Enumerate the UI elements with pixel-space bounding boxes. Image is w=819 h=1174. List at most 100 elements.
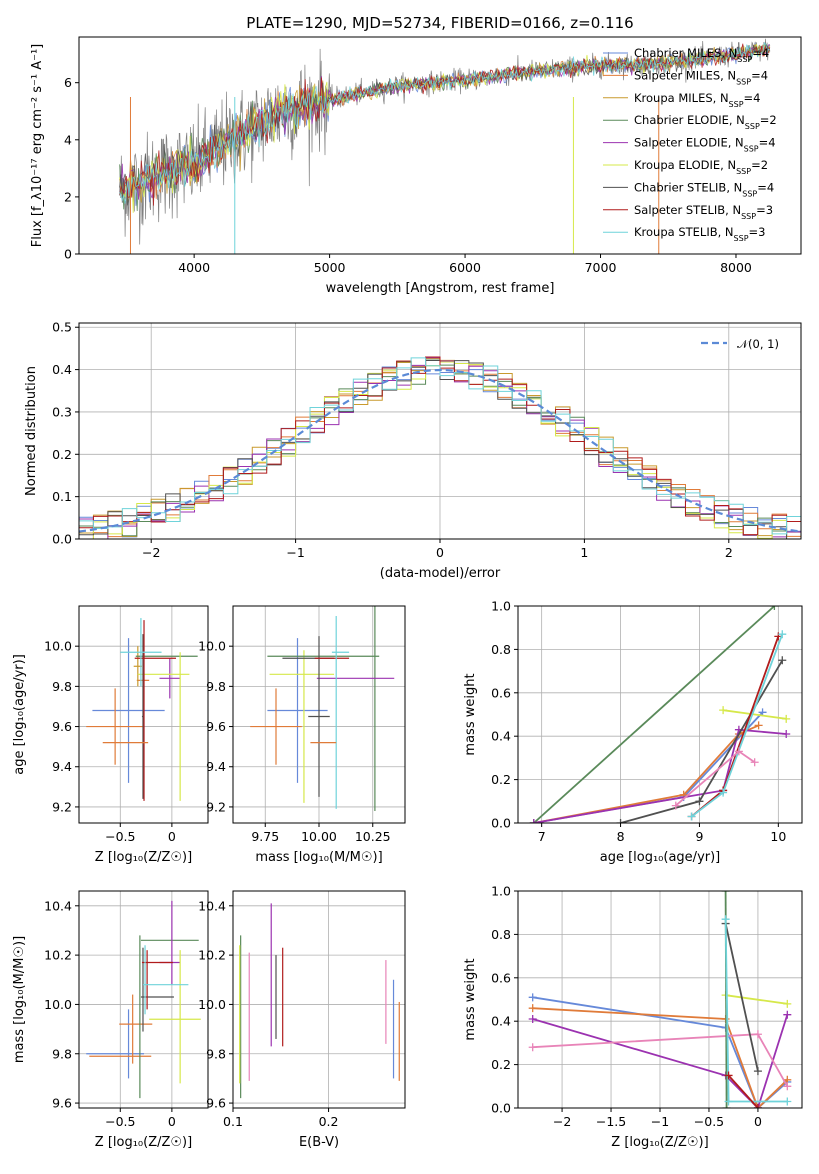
figure-title: PLATE=1290, MJD=52734, FIBERID=0166, z=0… <box>246 14 633 32</box>
y-tick-label: 0.2 <box>491 1057 511 1072</box>
weight-marker <box>528 1004 537 1013</box>
x-tick-label: 0 <box>168 1114 176 1129</box>
weight-marker <box>528 1043 537 1052</box>
weight-marker <box>721 891 730 895</box>
legend-sub: SSP <box>736 77 751 86</box>
weight-line <box>691 636 780 818</box>
y-tick-label: 2 <box>64 189 72 204</box>
y-tick-label: 10.0 <box>44 997 72 1012</box>
y-tick-label: 9.8 <box>52 1046 72 1061</box>
weight-marker <box>724 1097 733 1106</box>
y-tick-label: 0.1 <box>52 489 72 504</box>
weight-marker <box>753 1030 762 1039</box>
legend-n: =4 <box>759 136 776 150</box>
y-tick-label: 0.4 <box>491 729 511 744</box>
weight-marker <box>671 801 680 810</box>
legend-n: =4 <box>744 91 761 105</box>
weight-marker <box>719 788 728 797</box>
plot-area <box>79 356 801 539</box>
x-tick-label: 7000 <box>585 260 617 275</box>
y-tick-label: 0.2 <box>52 447 72 462</box>
y-tick-label: 9.4 <box>52 759 72 774</box>
x-axis-label: Z [log₁₀(Z/Z☉)] <box>95 850 192 865</box>
x-tick-label: −1.5 <box>596 1114 626 1129</box>
x-tick-label: 0 <box>168 829 176 844</box>
legend-n: =4 <box>751 68 768 82</box>
x-tick-label: 10.25 <box>355 829 391 844</box>
legend-label: Salpeter ELODIE, NSSP=4 <box>634 136 776 154</box>
legend-sub: SSP <box>736 167 751 176</box>
plot-area <box>86 900 201 1099</box>
panel-spectrum: 4000 5000 6000 7000 8000 0 2 4 6 wavelength [Angs… <box>30 36 802 296</box>
weight-line <box>724 919 788 1103</box>
weight-line <box>722 709 787 720</box>
legend-sub: SSP <box>737 55 752 64</box>
x-tick-label: 8 <box>617 829 625 844</box>
legend-label: Salpeter STELIB, NSSP=3 <box>634 203 773 221</box>
legend-label: Chabrier STELIB, NSSP=4 <box>634 180 774 198</box>
normal-curve <box>79 368 799 533</box>
legend-label: Kroupa MILES, NSSP=4 <box>634 91 760 109</box>
y-tick-label: 0.0 <box>52 532 72 547</box>
legend-label: 𝒩(0, 1) <box>737 337 779 351</box>
plot-area <box>528 891 792 1108</box>
plot-area <box>119 38 771 254</box>
y-tick-label: 1.0 <box>491 884 511 899</box>
x-tick-label: −0.5 <box>694 1114 724 1129</box>
x-tick-label: 1 <box>580 545 588 560</box>
axes-frame <box>232 605 406 824</box>
y-tick-label: 0.6 <box>491 685 511 700</box>
y-tick-label: 0.6 <box>491 970 511 985</box>
axes-frame <box>78 322 802 540</box>
legend-sub: SSP <box>741 211 756 220</box>
y-tick-label: 0.4 <box>491 1014 511 1029</box>
y-tick-label: 10.0 <box>198 639 226 654</box>
y-tick-label: 10.2 <box>44 948 72 963</box>
y-tick-label: 9.4 <box>206 759 226 774</box>
x-tick-label: −0.5 <box>105 1114 135 1129</box>
model-line-kroupa-elodie <box>119 43 771 213</box>
weight-marker <box>734 747 743 756</box>
legend-label: Salpeter MILES, NSSP=4 <box>634 68 768 86</box>
plot-area <box>529 606 791 823</box>
y-tick-label: 10.0 <box>198 997 226 1012</box>
y-tick-label: 0.8 <box>491 927 511 942</box>
weight-marker <box>719 706 728 715</box>
weight-marker <box>687 812 696 821</box>
y-tick-label: 9.6 <box>206 1096 226 1111</box>
legend-label: Chabrier MILES, NSSP=4 <box>634 46 769 64</box>
legend-sub: SSP <box>729 99 744 108</box>
legend-n: =4 <box>752 46 769 60</box>
legend-n: =4 <box>757 180 774 194</box>
y-tick-label: 10.0 <box>44 639 72 654</box>
x-tick-label: −0.5 <box>105 829 135 844</box>
x-tick-label: 10.00 <box>301 829 337 844</box>
weight-marker <box>783 1097 792 1106</box>
y-axis-label: mass weight <box>463 673 478 755</box>
weight-line <box>532 1007 788 1108</box>
y-axis-label: mass [log₁₀(M/M☉)] <box>12 936 27 1063</box>
weight-marker <box>724 1071 733 1080</box>
axes-frame <box>78 890 209 1109</box>
plot-area <box>239 903 400 1099</box>
x-tick-label: −1 <box>286 545 304 560</box>
legend-n: =2 <box>760 113 777 127</box>
weight-marker <box>754 721 763 730</box>
weight-marker <box>616 819 625 823</box>
weight-line <box>533 724 759 823</box>
weight-marker <box>783 999 792 1008</box>
x-tick-label: 0.2 <box>319 1114 339 1129</box>
plot-area <box>250 606 395 811</box>
weight-marker <box>750 758 759 767</box>
x-tick-label: 8000 <box>720 260 752 275</box>
legend-n: =3 <box>756 203 773 217</box>
y-tick-label: 0.0 <box>491 1101 511 1116</box>
y-tick-label: 0 <box>64 247 72 262</box>
weight-marker <box>778 630 787 639</box>
axes-frame <box>78 605 209 824</box>
panel-ebv-vs-mass: 0.1 0.2 9.6 9.8 10.0 10.2 10.4 E(B-V) <box>198 890 406 1150</box>
weight-line <box>725 994 788 1005</box>
weight-marker <box>783 1010 792 1019</box>
y-tick-label: 9.8 <box>206 1046 226 1061</box>
y-axis-label: age [log₁₀(age/yr)] <box>12 654 27 775</box>
